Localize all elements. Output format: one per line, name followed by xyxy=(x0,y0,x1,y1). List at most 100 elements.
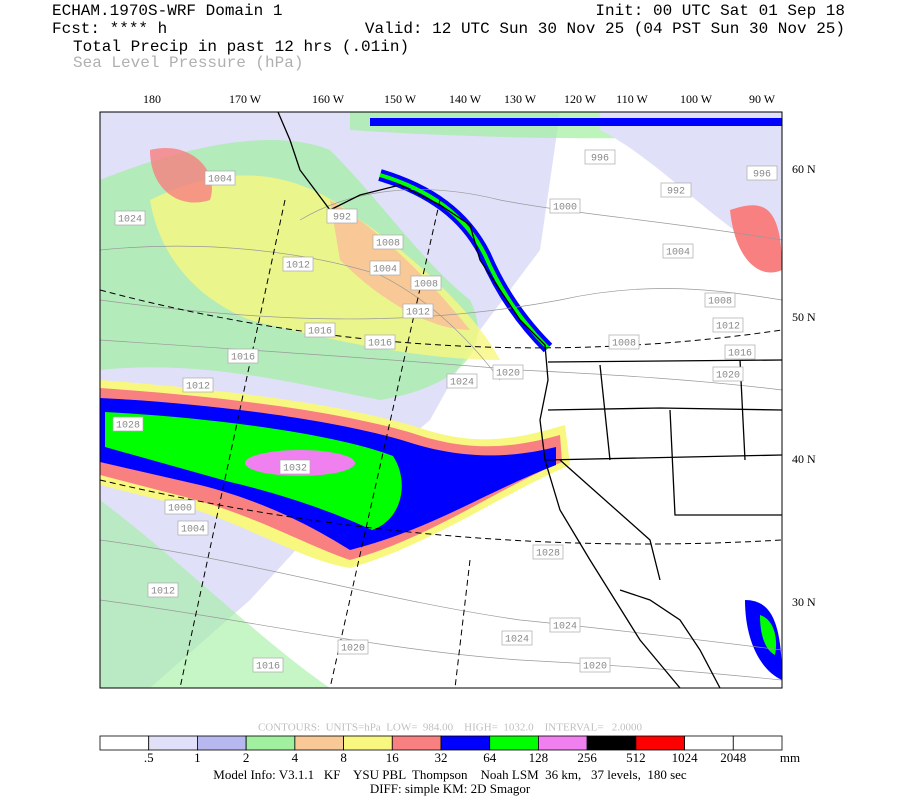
colorbar-swatch xyxy=(684,735,734,751)
colorbar-swatch xyxy=(197,735,247,751)
colorbar-swatch xyxy=(245,735,296,751)
colorbar-swatch xyxy=(586,735,637,751)
isobar-label: 1008 xyxy=(414,280,438,291)
isobar-label-box xyxy=(372,234,404,250)
colorbar-swatch xyxy=(538,735,588,751)
isobar-label-box xyxy=(549,198,581,214)
longitude-label: 180 xyxy=(143,92,161,106)
colorbar-swatch xyxy=(732,735,783,751)
colorbar-label: .5 xyxy=(144,750,154,765)
isobar-label-box xyxy=(164,499,196,515)
isobar-label-box xyxy=(584,149,616,165)
isobar-label-box xyxy=(326,208,358,224)
colorbar-label: 128 xyxy=(529,750,549,765)
isobar-label: 1000 xyxy=(553,203,577,214)
isobar-label-box xyxy=(608,334,640,350)
isobar-label-box xyxy=(204,170,236,186)
colorbar-swatch xyxy=(635,735,685,751)
colorbar-label: 64 xyxy=(483,750,497,765)
precip-area xyxy=(150,148,212,203)
isobar-label: 1012 xyxy=(286,261,310,272)
colorbar-swatch xyxy=(489,735,539,751)
isobar-label-box xyxy=(724,344,756,360)
isobar-label-box xyxy=(660,182,692,198)
isobar-label: 1028 xyxy=(116,421,140,432)
isobar-label: 1016 xyxy=(256,662,280,673)
isobar-label: 1020 xyxy=(716,371,740,382)
isobar-label-box xyxy=(227,348,259,364)
isobar-label-box xyxy=(492,364,524,380)
isobar-label: 1008 xyxy=(376,239,400,250)
longitude-label: 160 W xyxy=(312,92,345,106)
isobar-label: 1020 xyxy=(583,662,607,673)
colorbar-swatch xyxy=(99,735,150,751)
isobar-label-box xyxy=(549,617,581,633)
precip-area xyxy=(760,615,777,655)
isobar-label-box xyxy=(337,639,369,655)
isobar-label: 992 xyxy=(667,187,685,198)
isobar-label-box xyxy=(114,210,146,226)
isobar-label-box xyxy=(282,256,314,272)
isobar-label-box xyxy=(410,275,442,291)
precip-area xyxy=(105,412,402,530)
longitude-label: 100 W xyxy=(680,92,713,106)
isobar-label: 1020 xyxy=(496,369,520,380)
isobar-label-box xyxy=(364,334,396,350)
isobar-label-box xyxy=(712,317,744,333)
isobar-label: 1024 xyxy=(118,215,142,226)
colorbar-label: 4 xyxy=(292,750,299,765)
isobar-label: 996 xyxy=(591,154,609,165)
valid-time: Valid: 12 UTC Sun 30 Nov 25 (04 PST Sun … xyxy=(365,20,845,38)
longitude-label: 90 W xyxy=(749,92,776,106)
longitude-label: 120 W xyxy=(564,92,597,106)
latitude-label: 30 N xyxy=(792,595,816,609)
isobar-label-box xyxy=(446,373,478,389)
colorbar-swatch xyxy=(148,735,198,751)
isobar-label: 1016 xyxy=(728,349,752,360)
colorbar-label: 1024 xyxy=(672,750,699,765)
map-area xyxy=(100,112,782,688)
isobar-label-box xyxy=(147,582,179,598)
isobar-label: 1020 xyxy=(341,644,365,655)
colorbar-label: 1 xyxy=(194,750,201,765)
isobar-label: 1008 xyxy=(708,297,732,308)
isobar-label-box xyxy=(501,630,533,646)
precip-area xyxy=(100,500,330,688)
isobar-label: 1012 xyxy=(406,308,430,319)
isobar-label: 1012 xyxy=(716,322,740,333)
diff-info: DIFF: simple KM: 2D Smagor xyxy=(370,781,531,796)
forecast-hour: Fcst: **** h xyxy=(52,20,167,38)
isobar-label: 1012 xyxy=(151,587,175,598)
isobars xyxy=(100,189,782,681)
field-slp: Sea Level Pressure (hPa) xyxy=(73,54,303,72)
isobar-label: 1016 xyxy=(368,339,392,350)
isobar-label-box xyxy=(402,303,434,319)
isobar-label: 1032 xyxy=(283,464,307,475)
longitude-label: 150 W xyxy=(384,92,417,106)
isobar-label-box xyxy=(177,520,209,536)
latitude-label: 40 N xyxy=(792,452,816,466)
precip-area xyxy=(730,205,782,273)
isobar-label-box xyxy=(279,459,311,475)
isobar-label: 1008 xyxy=(612,339,636,350)
colorbar-unit: mm xyxy=(780,750,800,765)
isobar-label: 1004 xyxy=(208,175,232,186)
isobar-label: 1024 xyxy=(450,378,474,389)
colorbar-swatch xyxy=(343,735,393,751)
latitude-label: 50 N xyxy=(792,310,816,324)
isobar-label: 1004 xyxy=(666,248,690,259)
isobar-label-box xyxy=(662,243,694,259)
isobar-label: 1004 xyxy=(181,525,205,536)
isobar-label: 1000 xyxy=(168,504,192,515)
isobar-label: 1024 xyxy=(505,635,529,646)
isobar-label-box xyxy=(369,260,401,276)
map-frame xyxy=(99,111,783,689)
colorbar-swatch xyxy=(391,735,442,751)
isobar-label-box xyxy=(112,416,144,432)
isobar-label-box xyxy=(182,377,214,393)
colorbar-label: 32 xyxy=(435,750,448,765)
isobar-label-box xyxy=(579,657,611,673)
colorbar-label: 2 xyxy=(243,750,250,765)
